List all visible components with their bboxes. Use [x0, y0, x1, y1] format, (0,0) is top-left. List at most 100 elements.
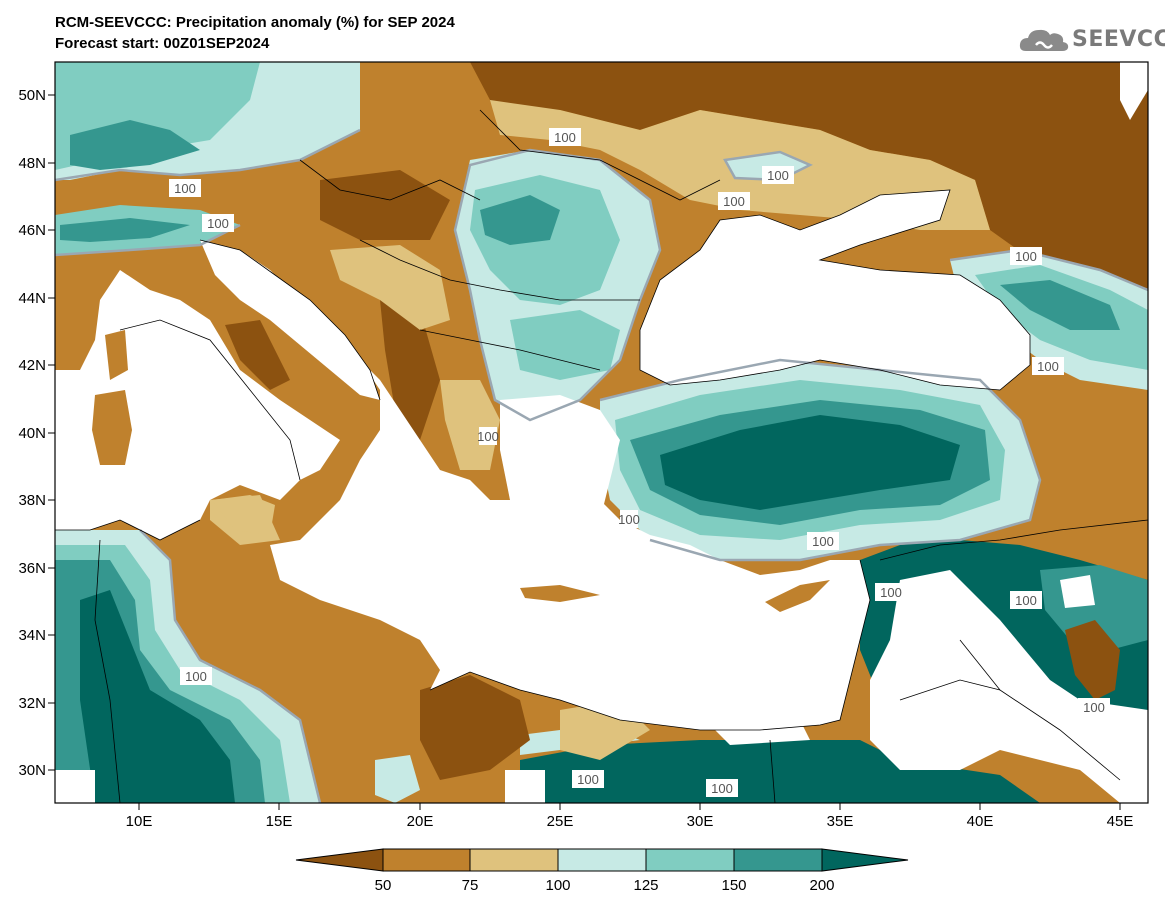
colorbar-segment-75-100 — [469, 848, 559, 872]
mask-sahara-west — [55, 770, 95, 803]
colorbar-arrow-high — [821, 848, 909, 872]
contour-line — [453, 148, 662, 422]
coastline — [429, 559, 871, 731]
caspian-edge — [1120, 62, 1148, 120]
colorbar-ticks: 50 75 100 125 150 200 — [375, 877, 835, 894]
field-romania-dark — [480, 195, 560, 245]
lat-label: 32N — [18, 695, 46, 712]
field-hungary-brown — [320, 170, 450, 240]
contour-label: 100 — [880, 585, 902, 600]
mask-syria-desert — [1060, 575, 1095, 608]
contour-label: 100 — [174, 181, 196, 196]
border — [299, 159, 481, 201]
field-dark-north — [70, 120, 200, 170]
contour-label-box: 100 — [549, 128, 581, 146]
contour-label-box: 100 — [875, 583, 907, 601]
lon-label: 25E — [547, 813, 574, 830]
contour-label-box: 100 — [718, 192, 750, 210]
field-iraq-brown — [1065, 620, 1120, 700]
lon-axis: 10E 15E 20E 25E 30E 35E 40E 45E — [126, 803, 1133, 830]
colorbar-tick-label: 200 — [809, 877, 834, 894]
lat-label: 50N — [18, 87, 46, 104]
contour-label-box: 100 — [572, 770, 604, 788]
border — [419, 329, 601, 371]
colorbar-segment-150-200 — [733, 848, 823, 872]
contour-label-box: 100 — [1032, 357, 1064, 375]
borders — [55, 109, 1148, 803]
contour-label-box: 100 — [477, 427, 499, 445]
lon-label: 40E — [967, 813, 994, 830]
contour-labels: 100 100 100 100 100 100 100 100 100 100 … — [169, 128, 1110, 797]
colorbar-tick-label: 50 — [375, 877, 392, 894]
contour-label: 100 — [618, 512, 640, 527]
lat-label: 38N — [18, 492, 46, 509]
tyrrhenian-sea — [120, 320, 300, 490]
border — [94, 539, 121, 803]
mask-egypt-west — [505, 770, 545, 803]
field-gulf-light — [375, 755, 420, 803]
island-cyprus — [765, 580, 830, 612]
colorbar-segment-100-125 — [557, 848, 647, 872]
contour-label-box: 100 — [618, 510, 640, 528]
contour-label: 100 — [723, 194, 745, 209]
lat-label: 48N — [18, 155, 46, 172]
coastline — [639, 189, 1031, 391]
coastline — [199, 239, 381, 401]
contour-label: 100 — [1083, 700, 1105, 715]
contour-label-box: 100 — [202, 214, 234, 232]
contour-label: 100 — [577, 772, 599, 787]
lon-label: 15E — [266, 813, 293, 830]
mediterranean-sea — [55, 240, 870, 730]
island-sicily — [212, 495, 275, 535]
colorbar — [295, 848, 909, 872]
contour-label: 100 — [1015, 249, 1037, 264]
lat-label: 36N — [18, 560, 46, 577]
contour-label-box: 100 — [1010, 591, 1042, 609]
border — [879, 519, 1148, 561]
field-alps-dark — [60, 218, 190, 242]
lat-label: 44N — [18, 290, 46, 307]
contour-label: 100 — [1015, 593, 1037, 608]
field-libya-brown — [420, 675, 530, 780]
contour-label: 100 — [711, 781, 733, 796]
forecast-start-label: Forecast start: 00Z01SEP2024 — [55, 35, 270, 52]
field-turkey-deepest — [660, 415, 960, 510]
island-crete — [520, 585, 600, 602]
field-dry-northeast — [470, 62, 1148, 300]
black-sea — [640, 190, 1030, 390]
lon-label: 20E — [407, 813, 434, 830]
contour-line — [723, 150, 813, 182]
contour-label-box: 100 — [762, 166, 794, 184]
contour-label: 100 — [812, 534, 834, 549]
lat-label: 34N — [18, 627, 46, 644]
field-egypt-deep — [520, 740, 1040, 803]
contour-label: 100 — [767, 168, 789, 183]
seevccc-logo: SEEVCCC — [1018, 24, 1165, 56]
border — [359, 239, 640, 301]
contour-label: 100 — [207, 216, 229, 231]
contour-label: 100 — [1037, 359, 1059, 374]
cloud-logo-icon — [1019, 29, 1069, 51]
lon-label: 10E — [126, 813, 153, 830]
contour-label-box: 100 — [1078, 698, 1110, 716]
colorbar-arrow-low — [295, 848, 384, 872]
border — [769, 739, 776, 803]
lat-label: 46N — [18, 222, 46, 239]
mask-arabia — [870, 570, 1148, 803]
contour-label-box: 100 — [807, 532, 839, 550]
contour-line — [55, 223, 241, 257]
lat-label: 30N — [18, 762, 46, 779]
contour-line — [139, 529, 322, 803]
contour-label: 100 — [477, 429, 499, 444]
lon-label: 35E — [827, 813, 854, 830]
lat-axis: 50N 48N 46N 44N 42N 40N 38N 36N 34N 32N … — [18, 87, 55, 779]
lat-label: 40N — [18, 425, 46, 442]
field-tan-serbia — [330, 245, 450, 330]
adriatic-sea — [200, 240, 380, 400]
contour-label-box: 100 — [1010, 247, 1042, 265]
contour-line — [599, 358, 1042, 562]
field-tan-greece — [440, 380, 500, 470]
island-corsica — [105, 330, 128, 380]
colorbar-segment-125-150 — [645, 848, 735, 872]
